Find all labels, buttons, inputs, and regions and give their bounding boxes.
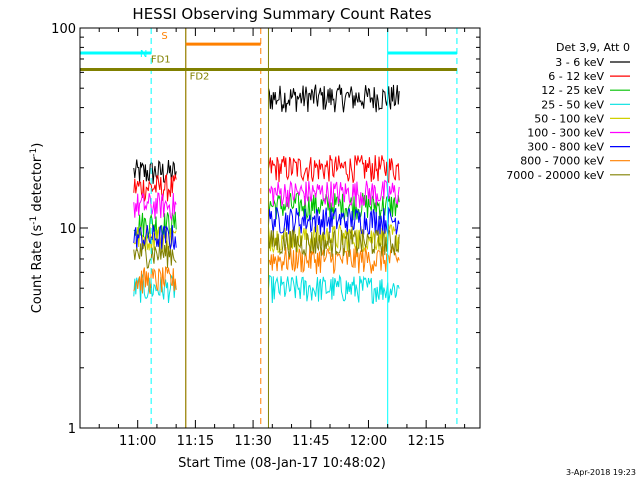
series-line <box>268 154 400 184</box>
legend-header: Det 3,9, Att 0 <box>556 41 630 54</box>
x-axis-label: Start Time (08-Jan-17 10:48:02) <box>178 456 386 471</box>
x-tick-label: 12:15 <box>407 434 444 449</box>
y-label-part2: detector <box>30 156 45 216</box>
series-line <box>133 266 177 295</box>
axes: 11:00 11:15 11:30 11:45 12:00 12:15 1 10 100 <box>51 22 480 449</box>
series-line <box>268 274 400 304</box>
legend-label: 6 - 12 keV <box>548 70 604 83</box>
series-6-12-kev <box>133 154 400 202</box>
series-100-300-kev <box>133 179 400 222</box>
legend-label: 100 - 300 keV <box>527 127 604 140</box>
legend-label: 3 - 6 keV <box>555 56 604 69</box>
flag-label-s: S <box>161 31 167 42</box>
series-3-6-kev <box>133 84 400 184</box>
series-line <box>133 273 177 304</box>
x-tick-label: 11:30 <box>234 434 271 449</box>
legend-label: 12 - 25 keV <box>541 84 604 97</box>
y-tick-label: 1 <box>68 422 76 437</box>
series-line <box>268 192 400 221</box>
plot-area: N S FD1 FD2 <box>80 28 458 428</box>
y-tick-label: 10 <box>59 222 76 237</box>
y-label-sup2: -1 <box>29 148 39 157</box>
y-label-sup1: -1 <box>29 216 39 225</box>
legend-label: 50 - 100 keV <box>534 112 604 125</box>
y-tick-label: 100 <box>51 22 76 37</box>
y-label-part3: ) <box>30 143 45 148</box>
series-line <box>133 159 177 184</box>
legend-label: 300 - 800 keV <box>527 141 604 154</box>
series-line <box>268 179 400 208</box>
flag-label-fd2: FD2 <box>190 72 210 83</box>
legend-label: 7000 - 20000 keV <box>506 169 604 182</box>
series-line <box>268 84 400 113</box>
legend-label: 25 - 50 keV <box>541 98 604 111</box>
series-line <box>133 192 177 222</box>
series-line <box>133 240 177 269</box>
series-7000-20000-kev <box>133 228 400 269</box>
y-axis-label: Count Rate (s-1 detector-1) <box>29 143 45 314</box>
series-line <box>133 173 177 202</box>
series-25-50-kev <box>133 273 400 304</box>
chart-title: HESSI Observing Summary Count Rates <box>132 5 431 23</box>
series-line <box>133 224 177 251</box>
series-line <box>268 228 400 258</box>
y-label-part1: Count Rate (s <box>30 225 45 314</box>
legend-label: 800 - 7000 keV <box>520 155 604 168</box>
x-tick-label: 11:45 <box>292 434 329 449</box>
x-tick-label: 11:15 <box>177 434 214 449</box>
x-tick-label: 11:00 <box>119 434 156 449</box>
flag-label-n: N <box>140 49 147 60</box>
flag-label-fd1: FD1 <box>151 55 171 66</box>
timestamp-footer: 3-Apr-2018 19:23 <box>566 468 636 477</box>
x-tick-label: 12:00 <box>350 434 387 449</box>
